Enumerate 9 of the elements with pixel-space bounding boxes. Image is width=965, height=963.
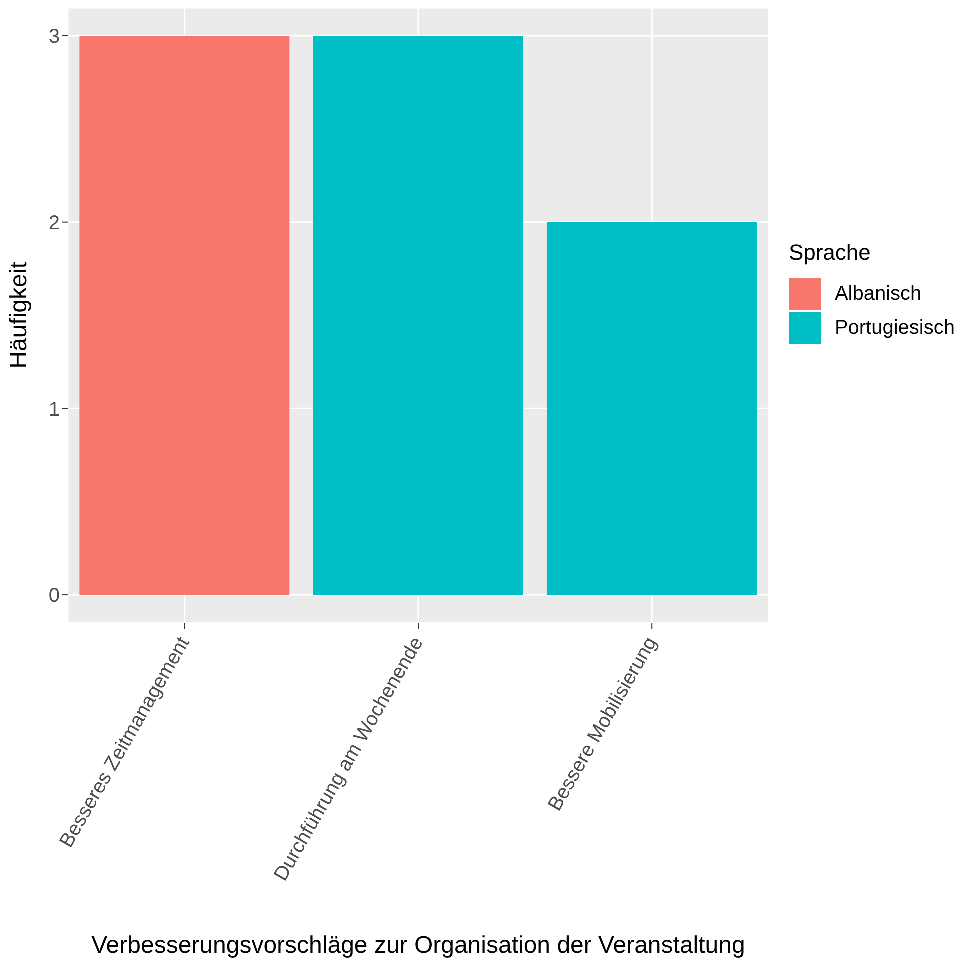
legend-title: Sprache <box>788 240 872 266</box>
y-tick-label: 3 <box>48 26 60 48</box>
legend-label: Portugiesisch <box>834 316 955 340</box>
y-axis-title: Häufigkeit <box>6 262 33 369</box>
y-tick-label: 0 <box>48 585 60 608</box>
legend-label: Albanisch <box>834 282 922 306</box>
x-axis-title: Verbesserungsvorschläge zur Organisation der Veranstaltung <box>92 932 746 959</box>
y-tick-label: 2 <box>48 212 60 234</box>
y-tick-label: 1 <box>48 398 60 421</box>
